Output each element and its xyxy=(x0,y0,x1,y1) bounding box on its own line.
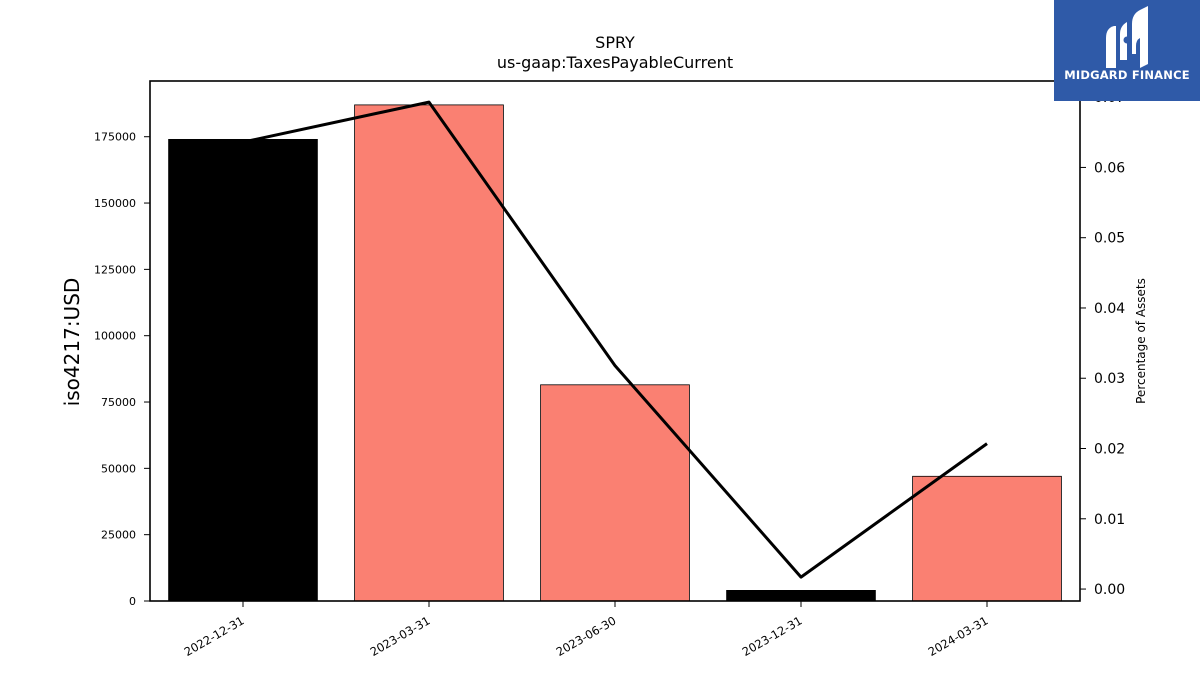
y-tick-label: 25000 xyxy=(101,529,136,542)
x-tick-label: 2024-03-31 xyxy=(926,613,991,659)
y-tick-label: 100000 xyxy=(94,330,136,343)
chart-title: SPRY xyxy=(595,33,635,52)
x-tick-label: 2022-12-31 xyxy=(182,613,247,659)
x-tick-label: 2023-03-31 xyxy=(368,613,433,659)
x-tick-label: 2023-12-31 xyxy=(740,613,805,659)
y-tick-label: 125000 xyxy=(94,263,136,276)
y2-tick-label: 0.05 xyxy=(1094,231,1125,247)
y2-tick-label: 0.03 xyxy=(1094,371,1125,387)
bar-2023-12-31 xyxy=(726,590,876,602)
y2-axis-label: Percentage of Assets xyxy=(1134,278,1148,404)
logo-text: MIDGARD FINANCE xyxy=(1064,68,1190,82)
bar-2022-12-31 xyxy=(168,138,318,602)
y2-tick-label: 0.02 xyxy=(1094,442,1125,458)
bar-2023-03-31 xyxy=(354,104,504,602)
y2-tick-label: 0.00 xyxy=(1094,582,1125,598)
y-tick-label: 50000 xyxy=(101,462,136,475)
bar-2024-03-31 xyxy=(912,475,1062,602)
bar-2023-06-30 xyxy=(540,384,690,602)
y-tick-label: 0 xyxy=(129,595,136,608)
y-tick-label: 175000 xyxy=(94,131,136,144)
y-tick-label: 150000 xyxy=(94,197,136,210)
x-tick-label: 2023-06-30 xyxy=(554,613,619,659)
y2-tick-label: 0.06 xyxy=(1094,160,1125,176)
y-tick-label: 75000 xyxy=(101,396,136,409)
chart-subtitle: us-gaap:TaxesPayableCurrent xyxy=(497,53,733,72)
y-axis-label: iso4217:USD xyxy=(60,278,84,407)
y2-tick-label: 0.04 xyxy=(1094,301,1125,317)
percentage-of-assets-line xyxy=(242,100,988,579)
y2-tick-label: 0.01 xyxy=(1094,512,1125,528)
midgard-finance-logo: MIDGARD FINANCE xyxy=(1054,0,1200,101)
midgard-logo-icon xyxy=(1106,6,1148,68)
